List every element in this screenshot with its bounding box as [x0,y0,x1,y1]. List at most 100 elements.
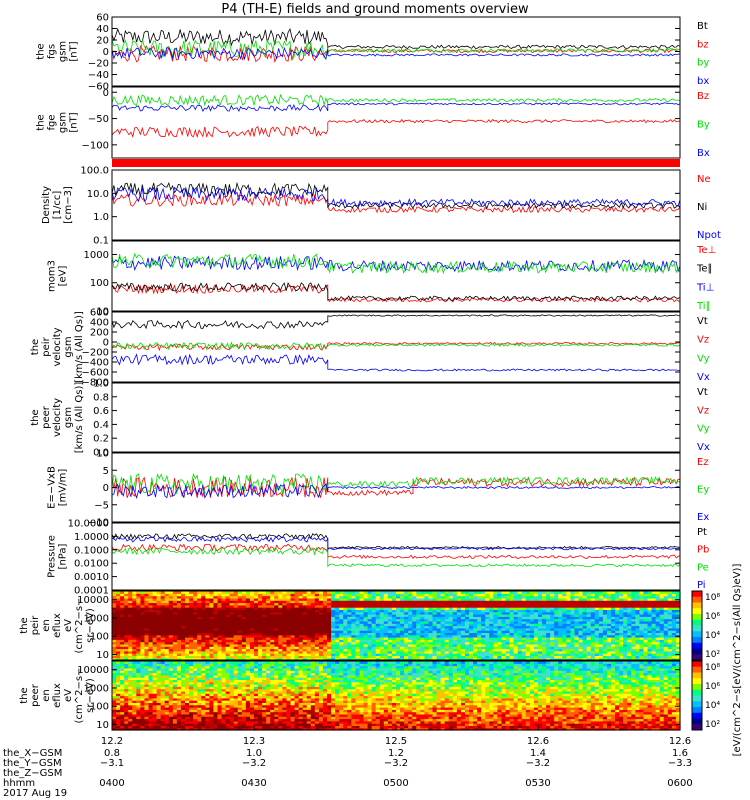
spectrogram-cell [598,597,604,601]
spectrogram-cell [586,591,592,594]
spectrogram-cell [623,655,628,659]
spectrogram-cell [400,653,405,656]
spectrogram-cell [448,650,454,654]
spectrogram-cell [168,591,174,594]
spectrogram-cell [302,593,308,597]
spectrogram-cell [542,657,547,661]
spectrogram-cell [667,641,673,645]
spectrogram-cell [562,655,567,659]
spectrogram-cell [233,616,239,620]
spectrogram-cell [128,591,133,594]
spectrogram-cell [667,632,673,636]
spectrogram-cell [148,611,154,615]
spectrogram-cell [469,620,474,624]
spectrogram-cell [400,604,405,608]
spectrogram-cell [651,600,657,604]
spectrogram-cell [505,637,511,640]
spectrogram-cell [185,725,190,729]
spectrogram-cell [412,643,417,647]
spectrogram-cell [416,627,421,631]
spectrogram-cell [627,611,632,615]
spectrogram-cell [428,620,434,624]
spectrogram-cell [205,637,210,640]
spectrogram-cell [602,643,608,647]
spectrogram-cell [290,655,296,659]
spectrogram-cell [408,650,413,654]
spectrogram-cell [164,616,170,620]
spectrogram-cell [314,618,320,622]
spectrogram-cell [180,630,186,633]
spectrogram-cell [213,609,219,613]
spectrogram-cell [140,688,146,692]
spectrogram-cell [160,686,166,690]
spectrogram-cell [448,653,454,656]
spectrogram-cell [128,697,133,701]
spectrogram-cell [379,646,385,650]
spectrogram-cell [562,641,567,645]
spectrogram-cell [168,616,174,620]
spectrogram-cell [116,643,121,647]
spectrogram-cell [412,627,417,631]
spectrogram-cell [643,611,649,615]
spectrogram-cell [639,595,645,599]
spectrogram-cell [310,646,316,650]
spectrogram-cell [258,653,263,656]
spectrogram-cell [148,681,154,685]
spectrogram-cell [371,639,377,643]
spectrogram-cell [120,604,125,608]
spectrogram-cell [197,597,202,601]
spectrogram-cell [306,604,312,608]
spectrogram-cell [416,650,421,654]
spectrogram-cell [270,595,275,599]
spectrogram-cell [351,618,357,622]
spectrogram-cell [322,632,328,636]
spectrogram-cell [331,637,336,640]
spectrogram-cell [254,657,259,661]
spectrogram-cell [298,618,304,622]
spectrogram-cell [473,595,478,599]
spectrogram-cell [254,646,259,650]
spectrogram-cell [217,637,223,640]
spectrogram-cell [404,607,409,610]
spectrogram-cell [185,595,190,599]
spectrogram-cell [136,704,141,708]
spectrogram-cell [116,591,121,594]
spectrogram-cell [538,637,543,640]
spectrogram-cell [396,591,401,594]
spectrogram-cell [578,653,584,656]
panel-pressure: 10.00001.00000.10000.01000.00100.0001Pre… [47,519,710,597]
spectrogram-cell [675,600,681,604]
spectrogram-cell [144,646,150,650]
spectrogram-cell [120,709,125,713]
spectrogram-cell [513,653,519,656]
spectrogram-cell [278,607,283,610]
spectrogram-cell [404,625,409,629]
spectrogram-cell [132,623,137,627]
spectrogram-cell [351,648,357,652]
spectrogram-cell [562,595,567,599]
spectrogram-cell [570,650,576,654]
spectrogram-cell [651,607,657,610]
spectrogram-cell [318,630,324,633]
spectrogram-cell [647,618,653,622]
spectrogram-cell [176,646,182,650]
spectrogram-cell [335,600,340,604]
spectrogram-cell [116,700,121,703]
spectrogram-cell [448,604,454,608]
spectrogram-cell [521,611,527,615]
spectrogram-cell [424,643,430,647]
spectrogram-cell [347,597,352,601]
spectrogram-cell [452,627,458,631]
spectrogram-cell [205,595,210,599]
spectrogram-cell [168,614,174,617]
spectrogram-cell [156,611,162,615]
spectrogram-cell [391,641,397,645]
spectrogram-cell [282,637,288,640]
spectrogram-cell [464,632,470,636]
spectrogram-cell [513,595,519,599]
spectrogram-cell [538,604,543,608]
spectrogram-cell [156,630,162,633]
spectrogram-cell [176,723,182,726]
spectrogram-cell [274,618,279,622]
spectrogram-cell [517,611,523,615]
